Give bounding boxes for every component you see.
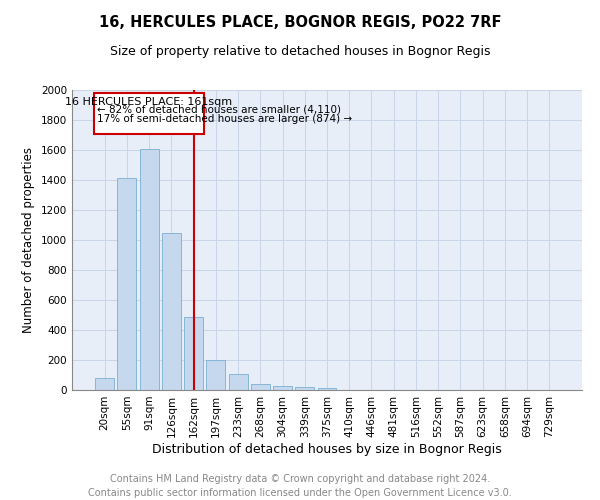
Bar [140, 148, 158, 390]
Text: 17% of semi-detached houses are larger (874) →: 17% of semi-detached houses are larger (… [97, 114, 352, 124]
X-axis label: Distribution of detached houses by size in Bognor Regis: Distribution of detached houses by size … [152, 442, 502, 456]
Bar [184, 316, 203, 390]
Bar [162, 232, 181, 390]
Bar [317, 388, 337, 390]
FancyBboxPatch shape [94, 93, 203, 134]
Bar [273, 386, 292, 390]
Text: Contains HM Land Registry data © Crown copyright and database right 2024.
Contai: Contains HM Land Registry data © Crown c… [88, 474, 512, 498]
Y-axis label: Number of detached properties: Number of detached properties [22, 147, 35, 333]
Bar [95, 378, 114, 390]
Bar [206, 360, 225, 390]
Bar [118, 178, 136, 390]
Bar [229, 374, 248, 390]
Text: Size of property relative to detached houses in Bognor Regis: Size of property relative to detached ho… [110, 45, 490, 58]
Text: ← 82% of detached houses are smaller (4,110): ← 82% of detached houses are smaller (4,… [97, 105, 341, 115]
Text: 16, HERCULES PLACE, BOGNOR REGIS, PO22 7RF: 16, HERCULES PLACE, BOGNOR REGIS, PO22 7… [99, 15, 501, 30]
Text: 16 HERCULES PLACE: 161sqm: 16 HERCULES PLACE: 161sqm [65, 97, 232, 107]
Bar [251, 384, 270, 390]
Bar [295, 387, 314, 390]
